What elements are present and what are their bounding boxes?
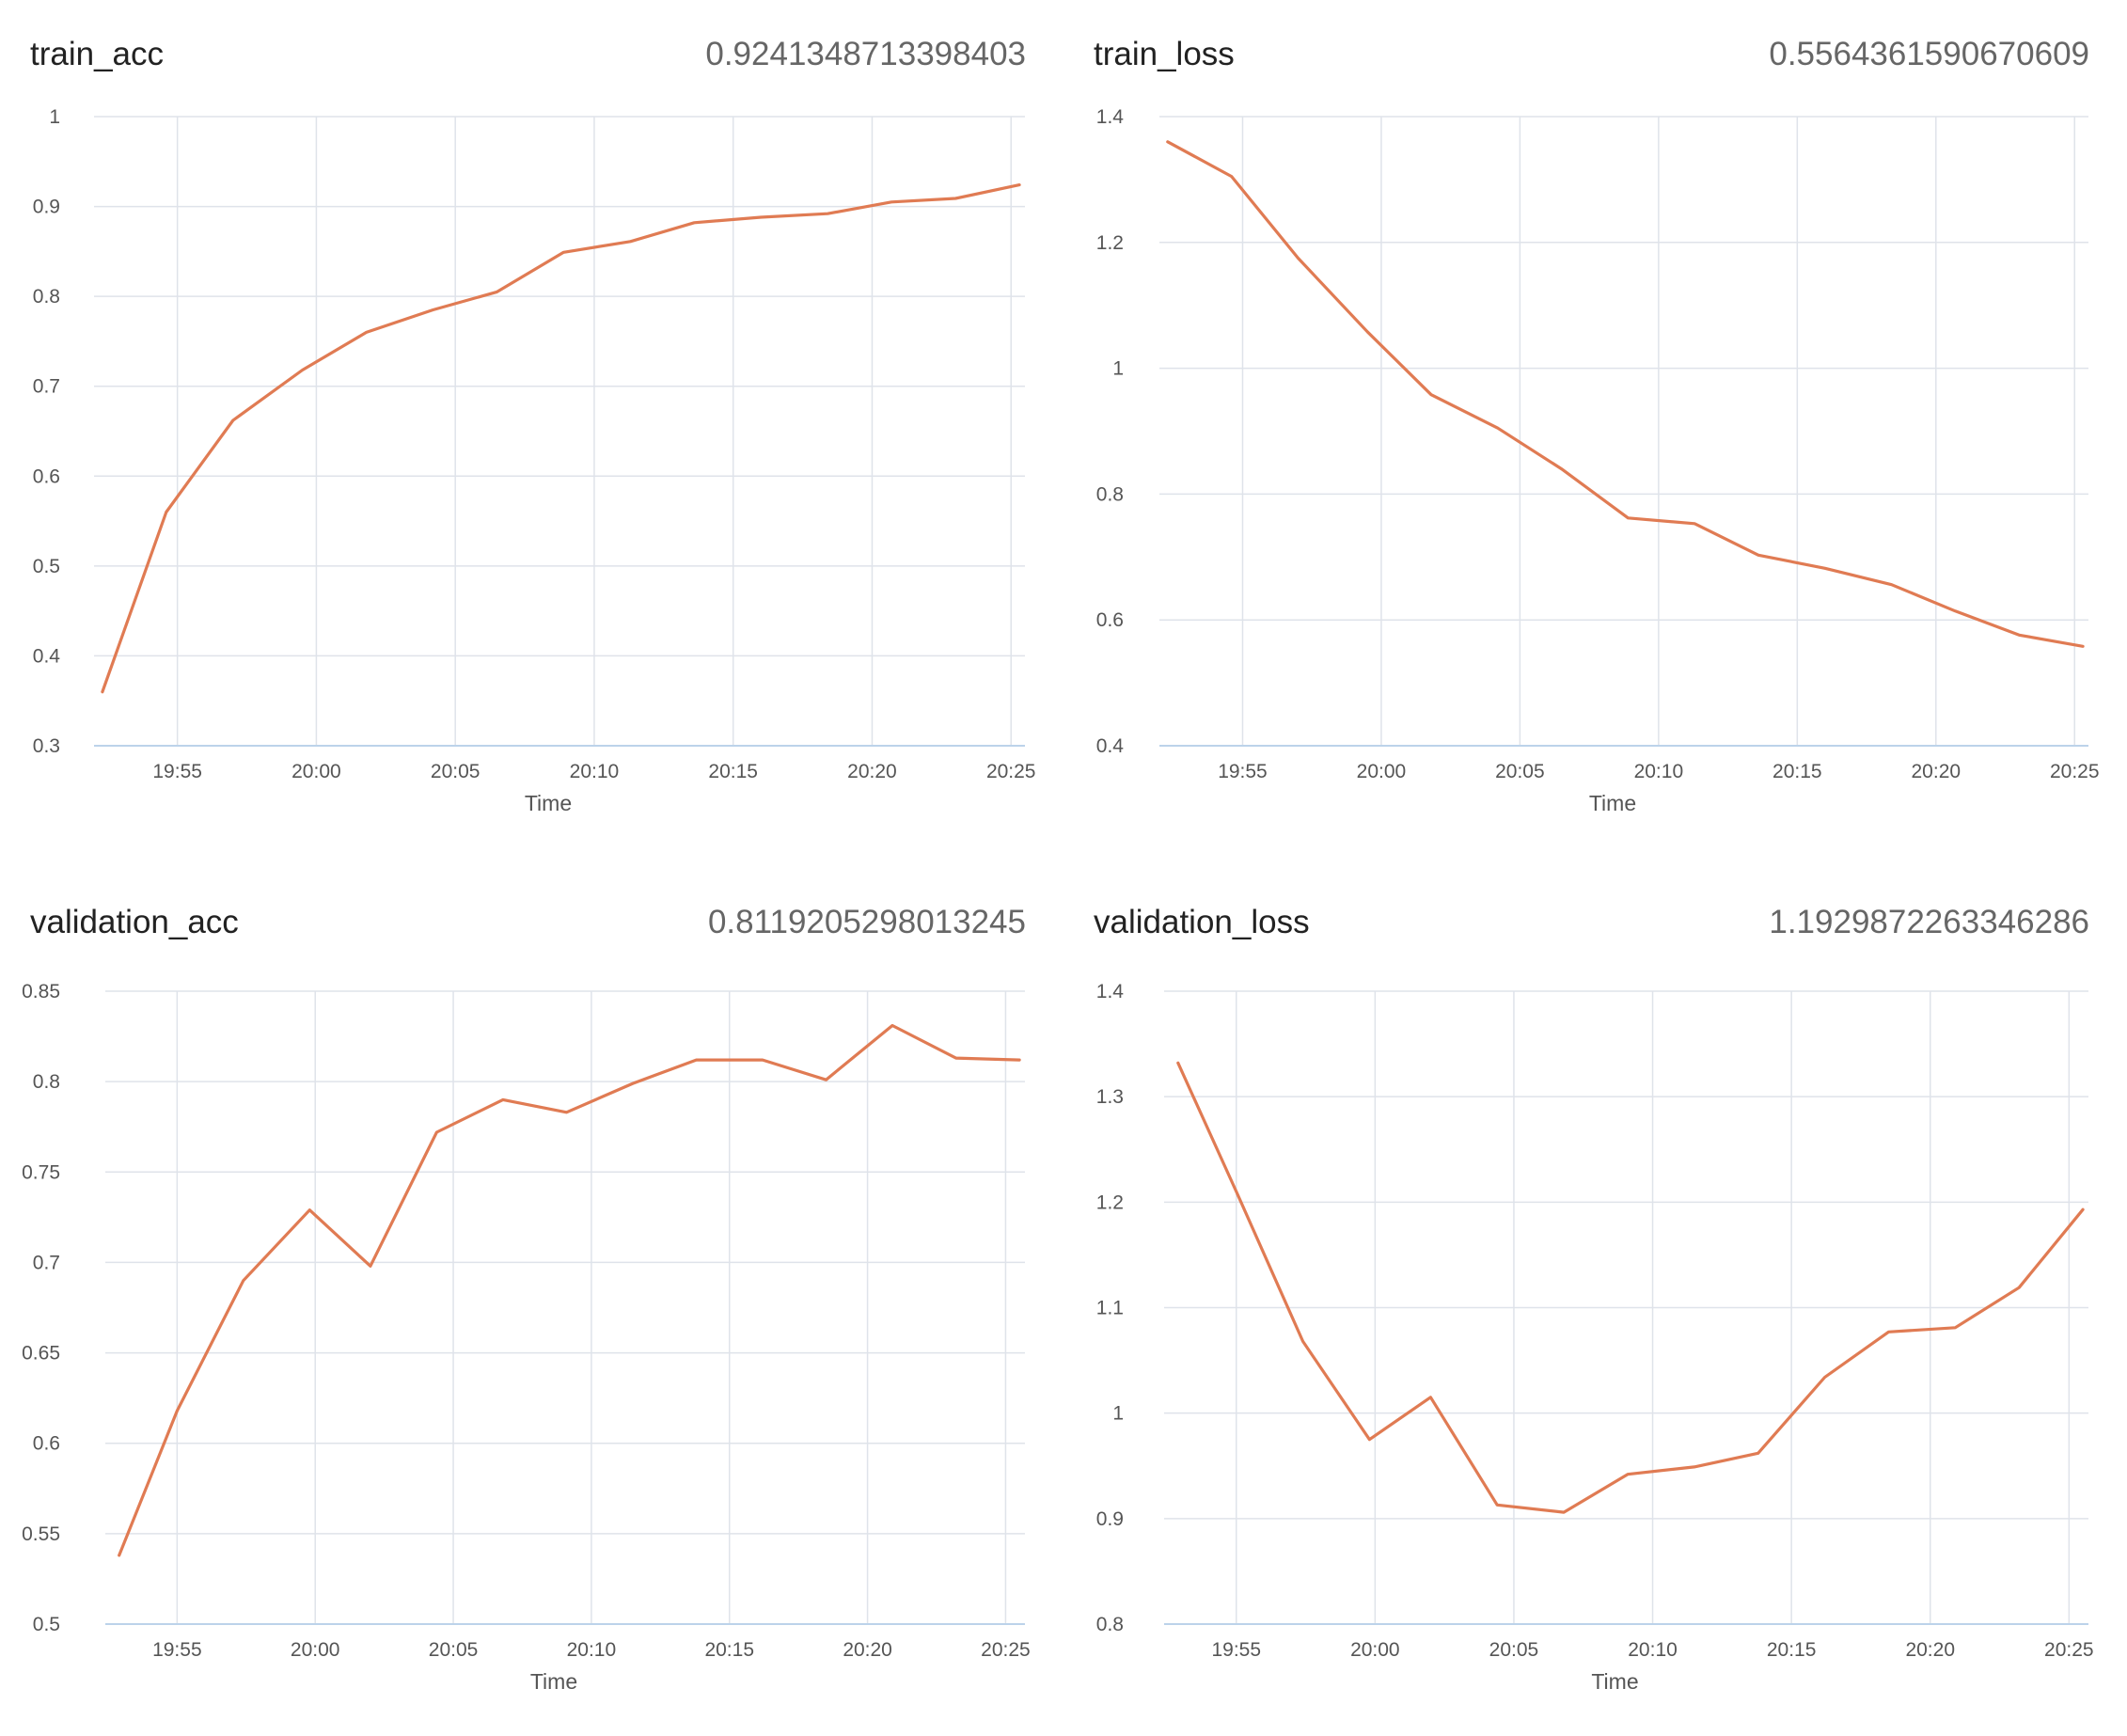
x-tick-label: 20:20: [843, 1639, 892, 1661]
y-tick-label: 0.7: [33, 1252, 60, 1273]
chart-panel-train-loss: train_loss 0.5564361590670609 0.4 0.6 0.8 1…: [1064, 0, 2127, 868]
y-tick-label: 0.8: [1096, 1614, 1124, 1635]
y-tick-label: 1: [1112, 1403, 1124, 1425]
y-tick-label: 0.4: [33, 645, 61, 667]
y-tick-label: 0.3: [33, 735, 60, 757]
y-tick-label: 1.2: [1096, 1192, 1124, 1213]
y-tick-label: 0.9: [33, 197, 60, 218]
y-tick-label: 1.4: [1096, 981, 1125, 1002]
y-tick-label: 0.55: [22, 1523, 60, 1545]
chart-panel-train-acc: train_acc 0.9241348713398403 0.3 0.4 0.5 0.…: [0, 0, 1064, 868]
x-axis-title: Time: [525, 791, 572, 815]
latest-value: 0.5564361590670609: [1769, 36, 2089, 72]
x-axis-title: Time: [530, 1669, 577, 1694]
x-axis-title: Time: [1589, 791, 1636, 815]
y-tick-label: 0.9: [1096, 1508, 1124, 1530]
x-tick-label: 19:55: [1211, 1639, 1261, 1661]
y-tick-label: 0.6: [33, 466, 60, 487]
x-tick-label: 20:10: [570, 761, 620, 782]
x-tick-label: 20:25: [986, 761, 1036, 782]
x-tick-label: 20:00: [291, 1639, 340, 1661]
y-tick-label: 0.85: [22, 981, 60, 1002]
y-tick-label: 1: [1112, 358, 1124, 380]
y-tick-label: 1.3: [1096, 1086, 1124, 1108]
x-tick-label: 20:05: [431, 761, 481, 782]
latest-value: 0.9241348713398403: [705, 36, 1026, 72]
y-tick-label: 1: [49, 106, 60, 128]
y-tick-label: 0.65: [22, 1343, 60, 1365]
latest-value: 0.8119205298013245: [707, 904, 1026, 940]
x-axis-title: Time: [1591, 1669, 1638, 1694]
line-chart-train-acc: 0.3 0.4 0.5 0.6 0.7 0.8 0.9 1 19:55 20:00 20:05 20:…: [33, 106, 1036, 815]
x-tick-label: 19:55: [152, 1639, 202, 1661]
y-tick-label: 0.5: [33, 556, 60, 577]
y-tick-label: 1.2: [1096, 232, 1124, 254]
y-tick-label: 0.6: [33, 1433, 60, 1455]
y-tick-label: 0.8: [33, 286, 60, 308]
x-tick-label: 20:00: [291, 761, 341, 782]
x-tick-label: 20:25: [981, 1639, 1031, 1661]
y-tick-label: 1.4: [1096, 106, 1125, 128]
series-line: [1166, 140, 2085, 648]
chart-title: train_loss: [1094, 36, 1235, 72]
x-tick-label: 20:00: [1357, 761, 1407, 782]
line-chart-validation-acc: 0.5 0.55 0.6 0.65 0.7 0.75 0.8 0.85 19:55 20:00 20…: [22, 981, 1031, 1694]
x-tick-label: 20:20: [847, 761, 897, 782]
line-chart-validation-loss: 0.8 0.9 1 1.1 1.2 1.3 1.4 19:55 20:00 20:05 20:10 2…: [1096, 981, 2094, 1694]
x-tick-label: 20:05: [1495, 761, 1545, 782]
y-tick-label: 1.1: [1096, 1298, 1124, 1319]
chart-panel-validation-acc: validation_acc 0.8119205298013245 0.5 0.5…: [0, 868, 1064, 1736]
line-chart-train-loss: 0.4 0.6 0.8 1 1.2 1.4 19:55 20:00 20:05 20:10 20:1…: [1096, 106, 2100, 815]
x-tick-label: 20:20: [1912, 761, 1962, 782]
x-tick-label: 20:10: [567, 1639, 617, 1661]
chart-panel-validation-loss: validation_loss 1.1929872263346286 0.8 0.…: [1064, 868, 2127, 1736]
chart-title: train_acc: [30, 36, 165, 72]
series-line: [1176, 1061, 2085, 1514]
x-tick-label: 20:20: [1905, 1639, 1955, 1661]
y-tick-label: 0.4: [1096, 735, 1125, 757]
series-line: [118, 1023, 1021, 1557]
y-tick-label: 0.8: [1096, 483, 1124, 505]
x-tick-label: 20:25: [2050, 761, 2100, 782]
chart-title: validation_loss: [1094, 904, 1310, 940]
x-tick-label: 20:10: [1628, 1639, 1678, 1661]
x-tick-label: 19:55: [152, 761, 202, 782]
x-tick-label: 20:10: [1634, 761, 1684, 782]
x-tick-label: 20:05: [429, 1639, 479, 1661]
y-tick-label: 0.6: [1096, 609, 1124, 631]
y-tick-label: 0.5: [33, 1614, 60, 1635]
x-tick-label: 19:55: [1218, 761, 1268, 782]
x-tick-label: 20:15: [1767, 1639, 1817, 1661]
series-line: [101, 183, 1021, 694]
x-tick-label: 20:25: [2044, 1639, 2094, 1661]
x-tick-label: 20:15: [704, 1639, 754, 1661]
y-tick-label: 0.7: [33, 376, 60, 398]
x-tick-label: 20:00: [1350, 1639, 1400, 1661]
x-tick-label: 20:15: [1772, 761, 1822, 782]
x-tick-label: 20:15: [708, 761, 758, 782]
x-tick-label: 20:05: [1489, 1639, 1539, 1661]
y-tick-label: 0.75: [22, 1161, 60, 1183]
latest-value: 1.1929872263346286: [1769, 904, 2089, 940]
y-tick-label: 0.8: [33, 1071, 60, 1093]
chart-title: validation_acc: [30, 904, 239, 940]
